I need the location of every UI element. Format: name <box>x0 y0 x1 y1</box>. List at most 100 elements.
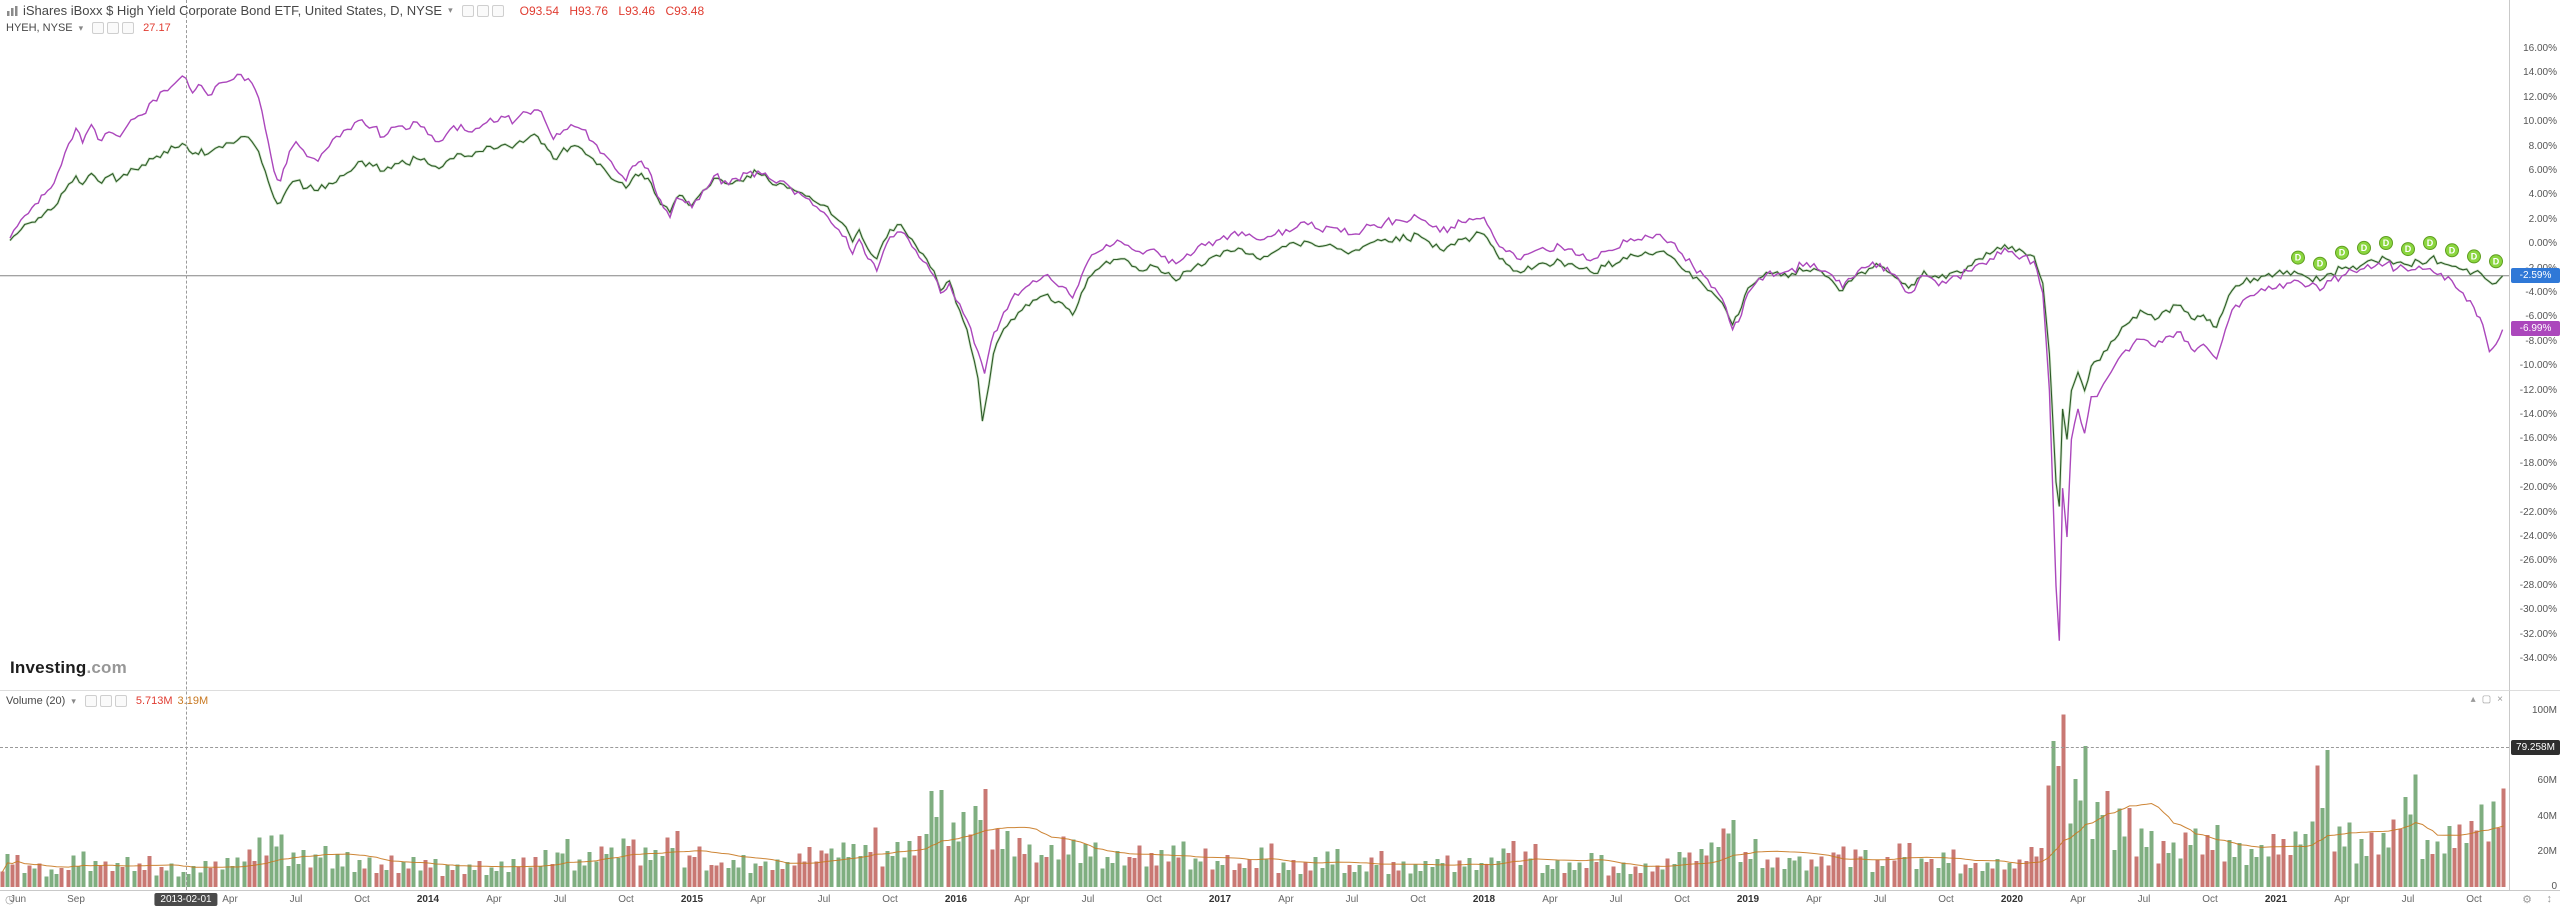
dividend-marker[interactable] <box>2445 243 2459 258</box>
chevron-down-icon[interactable]: ▾ <box>448 5 453 15</box>
dividend-marker[interactable] <box>2401 242 2415 257</box>
maximize-pane-icon[interactable]: ▢ <box>2481 694 2492 705</box>
main-chart-canvas[interactable]: D D D D D D D D D D <box>0 0 2509 690</box>
price-axis-tick: -4.00% <box>2525 287 2557 298</box>
time-axis-tick: 2015 <box>680 894 704 905</box>
close-pane-icon[interactable]: × <box>2497 694 2503 705</box>
price-axis-tick: -32.00% <box>2519 628 2557 640</box>
chevron-down-icon[interactable]: ▾ <box>78 22 84 33</box>
settings-icon[interactable] <box>99 695 112 707</box>
crosshair-vertical-line <box>186 0 187 890</box>
dividend-marker[interactable] <box>2291 250 2305 265</box>
dividend-marker[interactable] <box>2489 254 2503 269</box>
price-axis-tick: -26.00% <box>2519 555 2557 567</box>
price-axis-tick: -22.00% <box>2519 506 2557 518</box>
time-axis-tick: 2019 <box>1736 894 1760 905</box>
dividend-marker[interactable] <box>2313 256 2327 271</box>
time-axis-tick: Oct <box>882 894 898 905</box>
time-axis-tick: Jul <box>2137 894 2151 905</box>
dividend-marker-label: D <box>2449 245 2456 255</box>
chart-style-icon[interactable] <box>6 5 18 17</box>
volume-ma-line[interactable] <box>2 802 2504 872</box>
volume-axis[interactable]: 79.258M 100M80M60M40M20M0 <box>2509 690 2560 892</box>
volume-axis-tick: 60M <box>2537 775 2557 787</box>
settings-icon[interactable] <box>107 22 120 34</box>
dividend-marker-label: D <box>2383 238 2390 248</box>
compare-series-line[interactable] <box>9 73 2504 641</box>
price-axis-tick: -10.00% <box>2519 360 2557 372</box>
dividend-marker[interactable] <box>2379 236 2393 250</box>
chevron-down-icon[interactable]: ▾ <box>71 695 76 706</box>
time-axis-tick: Apr <box>486 894 502 905</box>
main-chart-pane[interactable]: D D D D D D D D D D iShares iBoxx $ High Yield Co… <box>0 0 2509 690</box>
time-axis-tick: Jul <box>1345 894 1359 905</box>
hide-icon[interactable] <box>461 4 474 17</box>
time-axis-tick: Apr <box>2070 894 2086 905</box>
time-axis-tick: Jul <box>817 894 831 905</box>
price-axis-tick: 6.00% <box>2528 165 2557 176</box>
time-axis-tick: Apr <box>1014 894 1030 905</box>
time-axis-tick: 2020 <box>2000 894 2024 905</box>
price-axis-tick: 4.00% <box>2528 189 2557 201</box>
open-value: O93.54 <box>519 3 559 18</box>
crosshair-volume-badge: 79.258M <box>2511 739 2560 755</box>
price-axis-tick: -34.00% <box>2519 653 2557 664</box>
dividend-marker-label: D <box>2471 251 2478 261</box>
dividend-marker[interactable] <box>2335 245 2349 260</box>
low-value: L93.46 <box>618 3 656 18</box>
price-axis-tick: -20.00% <box>2519 482 2557 494</box>
dividend-marker-label: D <box>2493 256 2500 266</box>
pane-controls: ▴ ▢ × <box>2471 694 2503 706</box>
hide-icon[interactable] <box>92 22 105 34</box>
time-axis-tick: Jul <box>1081 894 1095 905</box>
time-axis-tick: Apr <box>750 894 766 905</box>
time-axis[interactable]: ◷ 2013-02-01 ⚙ ↕ Jun Sep Apr Jul Oct 2014 Apr J… <box>0 890 2560 909</box>
time-axis-tick: Apr <box>1806 894 1822 905</box>
volume-canvas[interactable] <box>0 691 2509 891</box>
dividend-marker[interactable] <box>2423 236 2437 250</box>
price-axis-tick: 0.00% <box>2528 238 2557 250</box>
volume-pane[interactable]: Volume (20) ▾ 5.713M 3.19M ▴ ▢ × <box>0 690 2509 891</box>
axis-settings-gear-icon[interactable]: ⚙ <box>2522 894 2532 906</box>
volume-value: 5.713M <box>135 695 173 707</box>
close-icon[interactable] <box>114 695 127 707</box>
dividend-marker[interactable] <box>2357 240 2371 255</box>
volume-indicator-label[interactable]: Volume (20) <box>6 695 66 707</box>
ohlc-values: O93.54 H93.76 L93.46 C93.48 <box>513 4 705 18</box>
price-axis-tick: -14.00% <box>2519 409 2557 420</box>
axis-scale-icon[interactable]: ↕ <box>2546 893 2553 905</box>
time-axis-tick: Jul <box>553 894 567 905</box>
main-series-line[interactable] <box>9 132 2504 507</box>
time-axis-tick: Oct <box>2202 894 2218 905</box>
price-axis-tick: 2.00% <box>2528 213 2557 225</box>
volume-legend: Volume (20) ▾ 5.713M 3.19M <box>6 695 208 707</box>
hide-icon[interactable] <box>84 695 97 707</box>
close-icon[interactable] <box>491 4 504 17</box>
price-axis-tick: 16.00% <box>2523 43 2557 54</box>
main-symbol-legend: iShares iBoxx $ High Yield Corporate Bon… <box>6 3 704 18</box>
crosshair-date-badge: 2013-02-01 <box>154 893 218 906</box>
time-axis-tick: Sep <box>67 894 85 905</box>
time-axis-tick: Jun <box>10 894 27 905</box>
compare-last-value: 27.17 <box>143 22 171 34</box>
logo-suffix: .com <box>86 658 127 677</box>
session-clock-icon[interactable]: ◷ <box>5 894 15 906</box>
volume-axis-tick: 0 <box>2551 881 2557 892</box>
price-axis-tick: -8.00% <box>2525 335 2557 347</box>
last-value-badge-main: -2.59% <box>2511 267 2560 283</box>
volume-axis-tick: 100M <box>2531 705 2557 716</box>
time-axis-tick: Oct <box>618 894 634 905</box>
price-axis-tick: -18.00% <box>2519 457 2557 469</box>
time-axis-tick: Oct <box>1410 894 1426 905</box>
move-pane-up-icon[interactable]: ▴ <box>2470 694 2476 705</box>
price-axis-tick: 10.00% <box>2523 116 2557 128</box>
symbol-title[interactable]: iShares iBoxx $ High Yield Corporate Bon… <box>23 3 443 18</box>
volume-axis-tick: 20M <box>2537 845 2557 857</box>
time-axis-tick: 2014 <box>416 894 440 905</box>
close-icon[interactable] <box>122 22 135 34</box>
price-axis[interactable]: -2.59% -6.99% 16.00% 14.00% 12.00% 10.00% 8.… <box>2509 0 2560 690</box>
settings-icon[interactable] <box>476 4 489 17</box>
close-value: C93.48 <box>665 3 705 18</box>
compare-symbol-label[interactable]: HYEH, NYSE <box>6 22 73 34</box>
dividend-marker[interactable] <box>2467 249 2481 264</box>
